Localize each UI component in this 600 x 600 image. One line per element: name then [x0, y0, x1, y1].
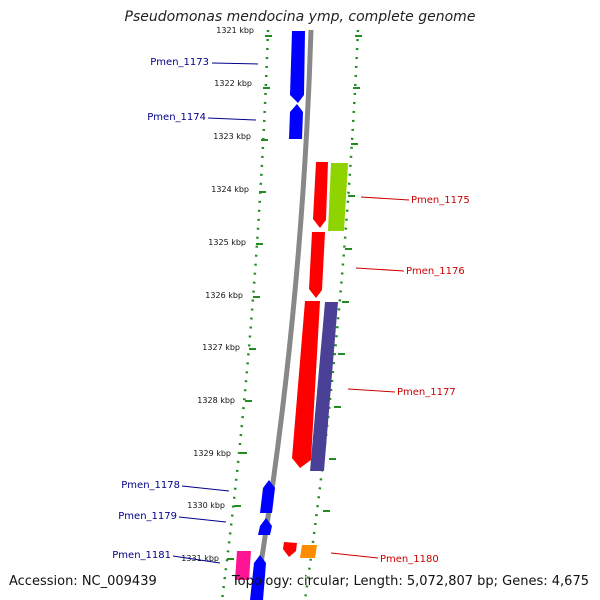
kbp-label: 1325 kbp — [208, 238, 246, 247]
gene-label-pmen-1176[interactable]: Pmen_1176 — [406, 266, 465, 277]
genome-summary-text: Topology: circular; Length: 5,072,807 bp… — [231, 574, 589, 589]
gene-pmen-1180[interactable] — [283, 542, 297, 557]
gene-pmen-1177[interactable] — [292, 301, 320, 468]
major-ticks — [227, 35, 362, 560]
gene-pmen-1174[interactable] — [289, 104, 303, 139]
kbp-label: 1331 kbp — [181, 554, 219, 563]
accession-text: Accession: NC_009439 — [9, 574, 157, 589]
gene-label-pmen-1178[interactable]: Pmen_1178 — [121, 480, 180, 491]
kbp-label: 1327 kbp — [202, 343, 240, 352]
feature-purple[interactable] — [310, 302, 338, 471]
kbp-label: 1330 kbp — [187, 501, 225, 510]
gene-label-pmen-1175[interactable]: Pmen_1175 — [411, 195, 470, 206]
feature-pink[interactable] — [235, 551, 251, 580]
gene-pmen-1173[interactable] — [290, 31, 305, 103]
feature-orange[interactable] — [300, 545, 317, 558]
feature-green[interactable] — [328, 163, 348, 231]
gene-pmen-1182[interactable] — [250, 555, 266, 600]
gene-label-pmen-1179[interactable]: Pmen_1179 — [118, 511, 177, 522]
gene-label-pmen-1181[interactable]: Pmen_1181 — [112, 550, 171, 561]
gene-pmen-1175[interactable] — [313, 162, 328, 228]
gene-label-pmen-1173[interactable]: Pmen_1173 — [150, 57, 209, 68]
kbp-label: 1323 kbp — [213, 132, 251, 141]
kbp-label: 1329 kbp — [193, 449, 231, 458]
kbp-label: 1321 kbp — [216, 26, 254, 35]
kbp-label: 1326 kbp — [205, 291, 243, 300]
kbp-label: 1328 kbp — [197, 396, 235, 405]
gene-label-pmen-1177[interactable]: Pmen_1177 — [397, 387, 456, 398]
map-title: Pseudomonas mendocina ymp, complete geno… — [124, 9, 476, 25]
gene-label-pmen-1180[interactable]: Pmen_1180 — [380, 554, 439, 565]
left-tick-track — [220, 29, 270, 600]
kbp-label: 1322 kbp — [214, 79, 252, 88]
right-tick-track — [303, 29, 360, 600]
gene-pmen-1179[interactable] — [258, 518, 272, 535]
gene-pmen-1176[interactable] — [309, 232, 325, 298]
gene-label-pmen-1174[interactable]: Pmen_1174 — [147, 112, 206, 123]
gene-pmen-1178[interactable] — [260, 480, 275, 513]
kbp-label: 1324 kbp — [211, 185, 249, 194]
